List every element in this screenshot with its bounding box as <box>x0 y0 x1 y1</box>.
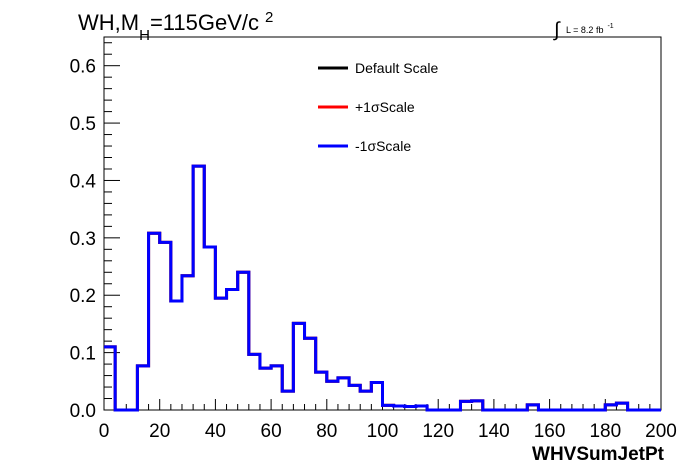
series-layer <box>104 164 661 412</box>
series-line-2 <box>104 164 661 412</box>
y-tick-label: 0.5 <box>70 114 96 135</box>
y-axis-ticks <box>104 42 120 411</box>
x-axis-title: WHVSumJetPt <box>532 444 665 465</box>
luminosity-text: L = 8.2 fb <box>566 25 603 35</box>
x-tick-label: 100 <box>367 421 399 442</box>
x-tick-label: 0 <box>99 421 110 442</box>
x-tick-label: 60 <box>261 421 282 442</box>
x-tick-label: 180 <box>589 421 621 442</box>
title-main: WH,M <box>78 10 139 35</box>
x-tick-label: 200 <box>645 421 677 442</box>
chart-title: WH,MH=115GeV/c 2 <box>78 9 273 44</box>
x-tick-label: 160 <box>534 421 566 442</box>
x-tick-label: 80 <box>316 421 337 442</box>
y-tick-label: 0.6 <box>70 57 96 78</box>
y-tick-label: 0.1 <box>70 344 96 365</box>
y-tick-label: 0.2 <box>70 286 96 307</box>
x-tick-label: 120 <box>422 421 454 442</box>
luminosity-superscript: -1 <box>607 23 613 30</box>
legend-label-plus-1sigma-scale: +1σScale <box>355 99 415 115</box>
legend: Default Scale +1σScale -1σScale <box>318 60 438 154</box>
luminosity-label: L = 8.2 fb -1 <box>566 23 614 35</box>
y-tick-label: 0.0 <box>70 401 96 422</box>
title-rest: =115GeV/c <box>150 10 259 35</box>
y-tick-label: 0.4 <box>70 171 97 192</box>
title-superscript: 2 <box>265 9 273 26</box>
x-tick-label: 20 <box>149 421 170 442</box>
y-tick-label: 0.3 <box>70 229 96 250</box>
luminosity-integral-symbol: ∫ <box>553 19 561 41</box>
legend-label-minus-1sigma-scale: -1σScale <box>355 138 411 154</box>
title-subscript: H <box>139 27 150 44</box>
y-axis-tick-labels: 0.0 0.1 0.2 0.3 0.4 0.5 0.6 <box>70 57 97 422</box>
x-tick-label: 40 <box>205 421 226 442</box>
x-axis-tick-labels: 0 20 40 60 80 100 120 140 160 180 200 <box>99 421 677 442</box>
legend-label-default-scale: Default Scale <box>355 60 438 76</box>
x-tick-label: 140 <box>478 421 510 442</box>
